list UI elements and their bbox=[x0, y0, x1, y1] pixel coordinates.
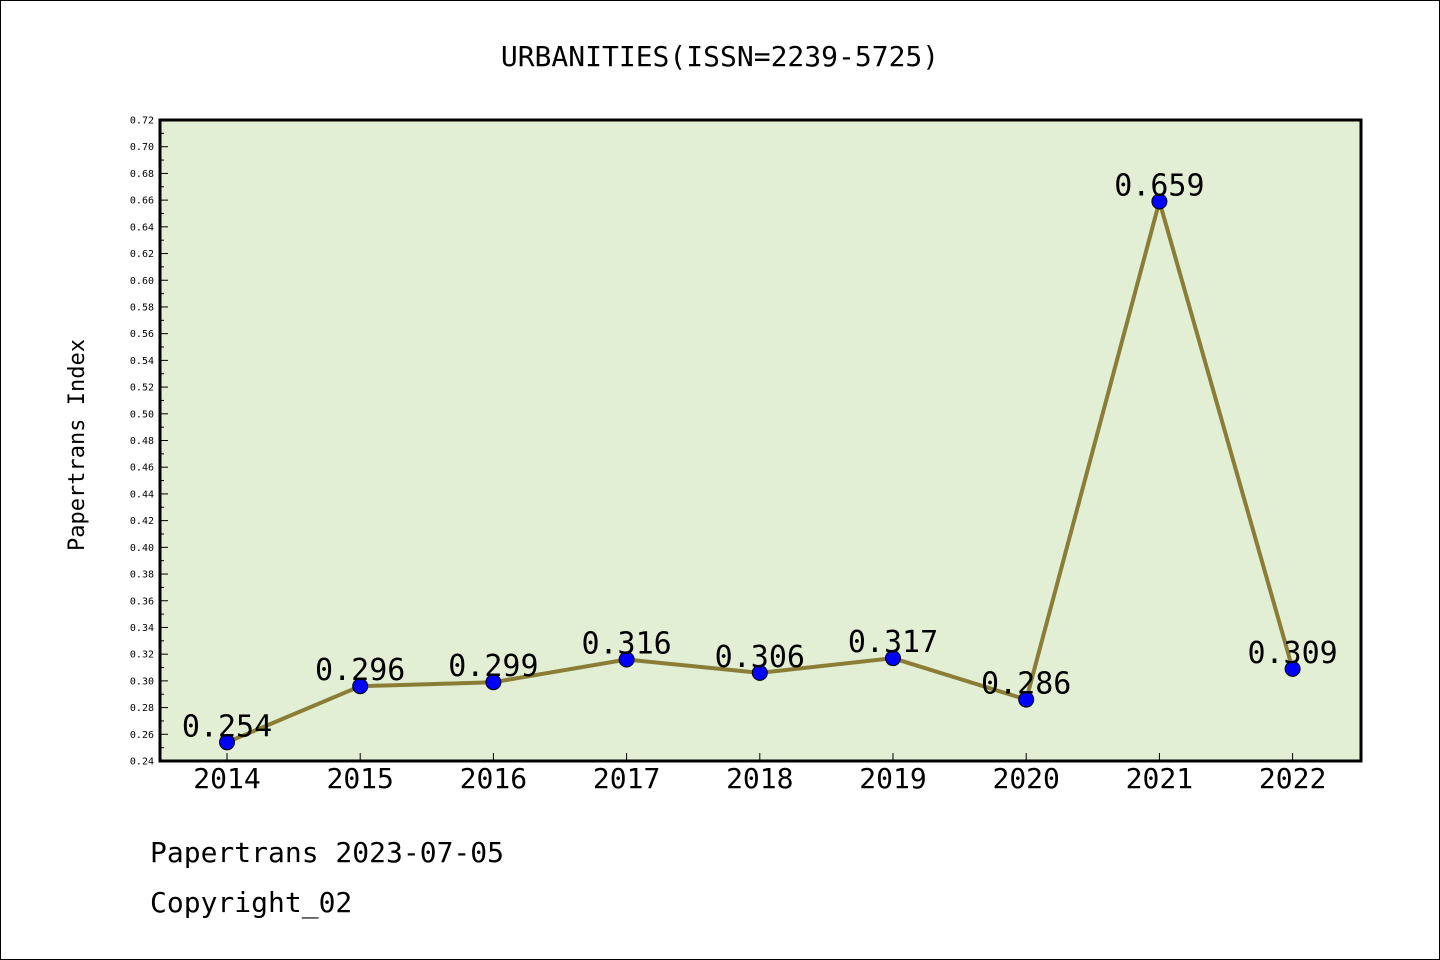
data-label: 0.299 bbox=[448, 649, 538, 684]
data-point bbox=[1284, 660, 1301, 677]
data-point bbox=[352, 678, 369, 695]
y-tick-label: 0.64 bbox=[130, 222, 154, 233]
y-tick-label: 0.68 bbox=[130, 169, 154, 180]
data-point bbox=[1151, 193, 1168, 210]
data-label: 0.286 bbox=[981, 667, 1071, 702]
x-tick-label: 2015 bbox=[326, 762, 393, 795]
y-tick-label: 0.36 bbox=[130, 596, 154, 607]
x-tick-label: 2020 bbox=[992, 762, 1059, 795]
y-tick-label: 0.66 bbox=[130, 196, 154, 207]
data-label: 0.309 bbox=[1247, 636, 1337, 671]
y-tick-label: 0.60 bbox=[130, 276, 154, 287]
y-tick-label: 0.42 bbox=[130, 516, 154, 527]
y-tick-label: 0.28 bbox=[130, 703, 154, 714]
x-tick-label: 2017 bbox=[593, 762, 660, 795]
data-point bbox=[485, 674, 502, 691]
y-tick-label: 0.24 bbox=[130, 757, 154, 768]
data-label: 0.306 bbox=[715, 640, 805, 675]
y-axis-label: Papertrans Index bbox=[65, 339, 90, 551]
y-tick-label: 0.50 bbox=[130, 409, 154, 420]
x-tick-label: 2016 bbox=[460, 762, 527, 795]
y-tick-label: 0.56 bbox=[130, 329, 154, 340]
x-tick-label: 2018 bbox=[726, 762, 793, 795]
y-tick-label: 0.44 bbox=[130, 489, 154, 500]
data-point bbox=[618, 651, 635, 668]
data-point bbox=[1018, 691, 1035, 708]
x-tick-label: 2019 bbox=[859, 762, 926, 795]
y-tick-label: 0.26 bbox=[130, 730, 154, 741]
data-label: 0.316 bbox=[581, 627, 671, 662]
y-tick-label: 0.62 bbox=[130, 249, 154, 260]
data-points bbox=[219, 193, 1301, 751]
y-axis: 0.24 0.26 0.28 0.30 0.32 0.34 0.36 0.38 0.40 0.42… bbox=[130, 116, 168, 768]
y-tick-label: 0.46 bbox=[130, 463, 154, 474]
y-tick-label: 0.40 bbox=[130, 543, 154, 554]
y-tick-label: 0.58 bbox=[130, 302, 154, 313]
x-axis: 2014 2015 2016 2017 2018 2019 2020 2021 2022 bbox=[193, 753, 1326, 795]
data-label: 0.317 bbox=[848, 625, 938, 660]
data-point bbox=[751, 664, 768, 681]
data-label: 0.254 bbox=[182, 709, 272, 744]
plot-area bbox=[158, 118, 1363, 763]
x-tick-label: 2022 bbox=[1259, 762, 1326, 795]
y-tick-label: 0.70 bbox=[130, 142, 154, 153]
x-tick-label: 2021 bbox=[1126, 762, 1193, 795]
x-tick-label: 2014 bbox=[193, 762, 260, 795]
data-point bbox=[885, 650, 901, 667]
chart-title: URBANITIES(ISSN=2239-5725) bbox=[501, 40, 939, 73]
data-label: 0.296 bbox=[315, 653, 405, 688]
data-point bbox=[219, 734, 235, 751]
y-tick-label: 0.72 bbox=[130, 116, 154, 127]
y-tick-label: 0.54 bbox=[130, 356, 154, 367]
data-labels: 0.254 0.296 0.299 0.316 0.306 0.317 0.286 0.659… bbox=[182, 168, 1338, 744]
y-tick-label: 0.32 bbox=[130, 650, 154, 661]
data-label: 0.659 bbox=[1114, 168, 1204, 203]
y-tick-label: 0.30 bbox=[130, 676, 154, 687]
y-tick-label: 0.48 bbox=[130, 436, 154, 447]
y-tick-label: 0.52 bbox=[130, 383, 154, 394]
y-tick-label: 0.34 bbox=[130, 623, 154, 634]
footer-date: Papertrans 2023-07-05 bbox=[150, 836, 505, 869]
y-tick-label: 0.38 bbox=[130, 570, 154, 581]
footer-copyright: Copyright_02 bbox=[150, 886, 353, 919]
